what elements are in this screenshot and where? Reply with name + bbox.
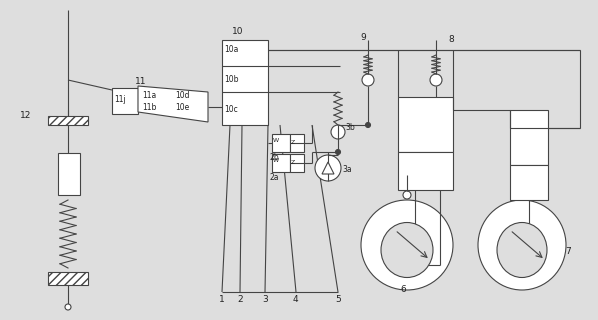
Bar (48, 116, 88, 125)
Text: 12: 12 (20, 110, 31, 119)
Text: 3: 3 (262, 295, 268, 305)
Text: 10d: 10d (175, 91, 190, 100)
Text: 10a: 10a (224, 45, 239, 54)
Text: 2a: 2a (270, 172, 279, 181)
Bar (290, 134, 304, 152)
Circle shape (331, 125, 345, 139)
Bar (510, 165, 548, 200)
Text: W: W (273, 157, 279, 163)
Ellipse shape (478, 200, 566, 290)
Text: 5: 5 (335, 295, 341, 305)
Text: 6: 6 (400, 285, 406, 294)
Text: 1: 1 (219, 295, 225, 305)
Bar (112, 88, 138, 114)
Text: 11: 11 (135, 77, 147, 86)
Bar (272, 154, 290, 172)
Bar (222, 40, 268, 125)
Bar (58, 153, 80, 195)
Circle shape (335, 149, 340, 155)
Circle shape (430, 74, 442, 86)
Ellipse shape (381, 222, 433, 277)
Circle shape (403, 191, 411, 199)
Polygon shape (322, 162, 334, 174)
Text: 7: 7 (565, 247, 570, 257)
Text: 8: 8 (448, 36, 454, 44)
Bar (272, 134, 290, 152)
Text: 10c: 10c (224, 106, 238, 115)
Text: 3a: 3a (342, 165, 352, 174)
Text: 10b: 10b (224, 75, 239, 84)
Circle shape (365, 123, 371, 127)
Ellipse shape (361, 200, 453, 290)
Text: Z: Z (291, 161, 295, 165)
Text: 4: 4 (293, 295, 298, 305)
Ellipse shape (497, 222, 547, 277)
Text: 11j: 11j (114, 95, 126, 105)
Bar (290, 154, 304, 172)
Circle shape (525, 259, 533, 267)
Text: W: W (273, 138, 279, 142)
Polygon shape (138, 86, 208, 122)
Text: 11a: 11a (142, 91, 156, 100)
Text: Z: Z (291, 140, 295, 146)
Circle shape (362, 74, 374, 86)
Bar (510, 110, 548, 165)
Text: 9: 9 (360, 34, 366, 43)
Bar (398, 97, 453, 152)
Text: 2: 2 (237, 295, 243, 305)
Text: 10e: 10e (175, 103, 189, 113)
Text: 10: 10 (232, 28, 243, 36)
Circle shape (65, 304, 71, 310)
Text: 11b: 11b (142, 103, 156, 113)
Text: 3b: 3b (345, 124, 355, 132)
Bar (398, 152, 453, 190)
Text: 2b: 2b (270, 153, 280, 162)
Bar (48, 272, 88, 285)
Circle shape (315, 155, 341, 181)
